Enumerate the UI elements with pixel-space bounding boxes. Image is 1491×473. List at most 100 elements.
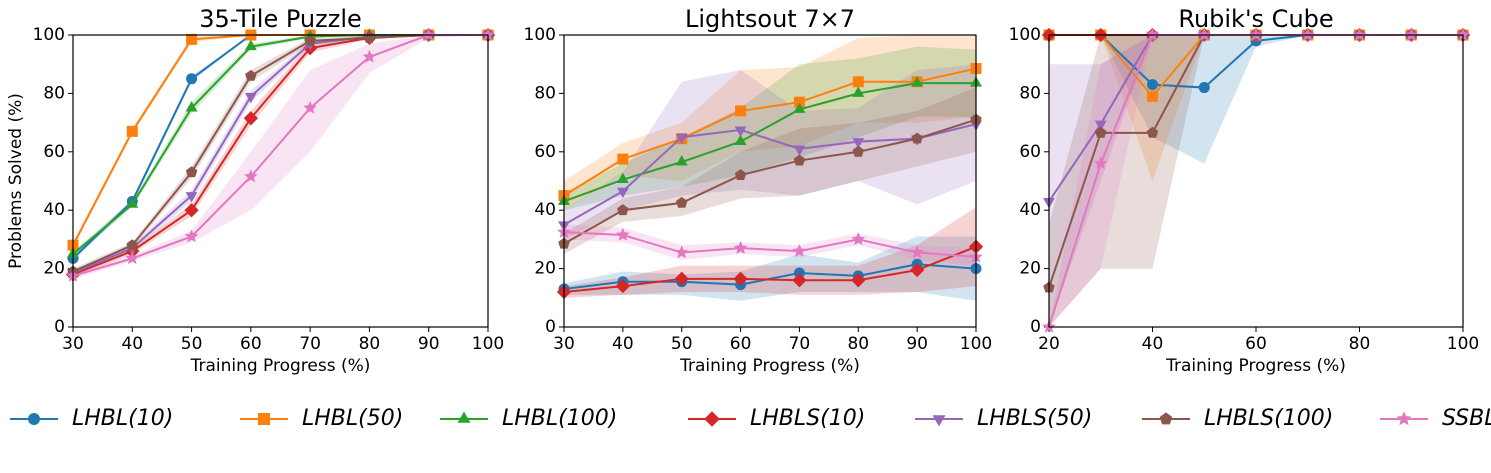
y-tick-label: 80 <box>534 83 556 103</box>
marker <box>1094 126 1107 138</box>
marker <box>617 153 629 165</box>
marker <box>793 154 806 166</box>
y-tick-label: 80 <box>1019 83 1041 103</box>
marker <box>1094 120 1107 131</box>
confidence-band <box>1049 35 1463 327</box>
marker <box>126 125 138 137</box>
legend-marker <box>258 413 270 425</box>
x-tick-label: 60 <box>240 334 262 354</box>
x-tick-label: 40 <box>121 334 143 354</box>
legend-marker <box>932 415 946 427</box>
y-tick-label: 60 <box>1019 142 1041 162</box>
confidence-band <box>73 35 488 279</box>
marker <box>617 204 629 216</box>
marker <box>1249 27 1263 41</box>
x-axis-label: Training Progress (%) <box>190 356 371 376</box>
marker <box>851 232 866 246</box>
marker <box>793 102 806 113</box>
x-tick-label: 100 <box>1447 334 1479 354</box>
confidence-band <box>73 35 488 275</box>
marker <box>616 172 629 183</box>
plot-area <box>73 35 488 279</box>
y-tick-label: 20 <box>43 259 65 279</box>
marker <box>1198 82 1210 94</box>
marker <box>792 243 807 257</box>
y-tick-label: 40 <box>1019 200 1041 220</box>
marker <box>674 271 689 286</box>
marker <box>244 169 258 183</box>
confidence-band <box>1049 35 1463 327</box>
marker <box>793 96 805 108</box>
marker <box>852 138 865 149</box>
marker <box>851 273 866 288</box>
marker <box>126 239 139 251</box>
marker <box>1456 27 1470 41</box>
plot-area <box>564 35 976 301</box>
x-tick-label: 70 <box>299 334 321 354</box>
x-tick-label: 100 <box>472 334 504 354</box>
marker <box>1404 27 1419 41</box>
marker <box>852 145 865 157</box>
marker <box>245 69 257 81</box>
marker <box>1093 156 1108 170</box>
marker <box>1352 27 1367 41</box>
marker <box>303 100 317 114</box>
legend-label: LHBLS(10) <box>750 406 865 431</box>
confidence-band <box>564 87 976 254</box>
x-tick-label: 30 <box>62 334 84 354</box>
marker <box>185 192 198 203</box>
marker <box>1145 27 1160 41</box>
marker <box>1146 126 1159 138</box>
x-tick-label: 60 <box>730 334 752 354</box>
legend-label: LHBLS(50) <box>977 406 1092 431</box>
marker <box>793 267 805 279</box>
series-line <box>563 123 977 226</box>
x-tick-label: 30 <box>553 334 575 354</box>
marker <box>675 155 688 166</box>
series-line <box>563 245 977 293</box>
legend-label: LHBL(100) <box>502 406 617 431</box>
marker <box>185 166 198 178</box>
marker <box>909 262 925 278</box>
marker <box>1197 27 1212 41</box>
y-tick-label: 0 <box>545 317 556 337</box>
marker <box>184 229 199 243</box>
marker <box>675 133 688 145</box>
marker <box>852 76 864 88</box>
marker <box>792 273 807 288</box>
confidence-band <box>564 46 976 211</box>
x-tick-label: 20 <box>1038 334 1060 354</box>
legend-label: LHBLS(100) <box>1204 406 1333 431</box>
chart-title: 35-Tile Puzzle <box>199 5 362 33</box>
x-tick-label: 80 <box>359 334 381 354</box>
marker <box>184 203 199 218</box>
marker <box>616 187 629 199</box>
x-tick-label: 60 <box>1245 334 1267 354</box>
x-tick-label: 90 <box>906 334 928 354</box>
confidence-band <box>564 236 976 301</box>
axes-frame <box>1048 34 1464 328</box>
marker <box>735 105 747 117</box>
confidence-band <box>564 207 976 298</box>
y-tick-label: 60 <box>43 142 65 162</box>
confidence-band <box>73 35 488 278</box>
confidence-band <box>1049 35 1463 327</box>
marker <box>734 126 747 137</box>
legend-marker <box>1396 411 1412 426</box>
marker <box>675 196 688 208</box>
y-tick-label: 100 <box>33 25 65 45</box>
confidence-band <box>1049 35 1463 181</box>
marker <box>911 76 924 87</box>
marker <box>244 39 257 51</box>
marker <box>1147 79 1158 91</box>
axes-frame <box>72 34 489 328</box>
x-tick-label: 50 <box>181 334 203 354</box>
marker <box>362 49 377 63</box>
y-tick-label: 0 <box>54 317 65 337</box>
marker <box>421 27 436 41</box>
y-tick-label: 0 <box>1030 317 1041 337</box>
y-tick-label: 20 <box>534 259 556 279</box>
marker <box>185 101 198 112</box>
marker <box>733 271 748 286</box>
